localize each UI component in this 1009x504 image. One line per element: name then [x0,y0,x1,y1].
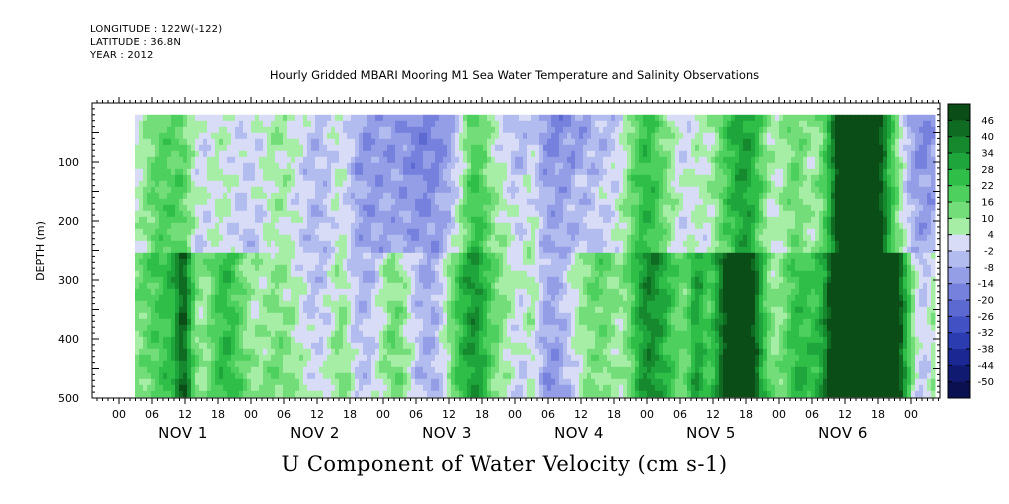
x-tick-label: 06 [277,408,291,421]
x-tick-label: 18 [211,408,225,421]
x-tick-labels: 00 06 12 18 00 06 12 18 00 06 12 18 00 06 12 18 00 06 12 18… [112,408,918,421]
colorbar-segment [948,218,970,235]
x-tick-label: 06 [409,408,423,421]
x-tick-label: 06 [673,408,687,421]
axis-ticks [92,97,940,404]
y-tick-label: 100 [58,156,79,169]
x-tick-label: 00 [904,408,918,421]
y-tick-label: 300 [58,274,79,287]
colorbar-segment [948,316,970,333]
day-label: NOV 1 [158,424,208,442]
x-tick-label: 00 [640,408,654,421]
x-tick-label: 18 [343,408,357,421]
x-tick-label: 06 [541,408,555,421]
x-tick-label: 06 [145,408,159,421]
colorbar-segment [948,153,970,170]
velocity-field [135,114,936,398]
longitude-label: LONGITUDE : 122W(-122) [90,24,223,35]
day-label: NOV 5 [686,424,736,442]
colorbar-label: -38 [978,345,994,356]
colorbar-label: 10 [981,214,994,225]
colorbar-label: -20 [978,296,994,307]
x-tick-label: 12 [442,408,456,421]
colorbar-segment [948,283,970,301]
y-tick-label: 200 [58,215,79,228]
y-tick-label: 500 [58,392,79,405]
colorbar-segment [948,234,970,252]
colorbar-label: -2 [984,247,994,258]
colorbar-label: -32 [978,328,994,339]
colorbar-segment [948,267,970,284]
day-label: NOV 2 [290,424,340,442]
colorbar-segment [948,136,970,154]
latitude-label: LATITUDE : 36.8N [90,37,182,48]
colorbar-label: 4 [988,230,994,241]
x-tick-label: 00 [244,408,258,421]
colorbar-segment [948,349,970,366]
colorbar-segment [948,365,970,382]
x-tick-label: 12 [310,408,324,421]
chart-title: Hourly Gridded MBARI Mooring M1 Sea Wate… [269,68,760,82]
y-tick-label: 400 [58,333,79,346]
colorbar-label: 40 [981,132,994,143]
colorbar-label: 34 [981,149,994,160]
x-tick-label: 18 [475,408,489,421]
colorbar-label: -50 [978,377,994,388]
day-labels: NOV 1 NOV 2 NOV 3 NOV 4 NOV 5 NOV 6 [158,424,868,442]
x-tick-label: 00 [508,408,522,421]
x-axis-title: U Component of Water Velocity (cm s-1) [281,452,728,476]
x-tick-label: 12 [838,408,852,421]
colorbar-label: 28 [981,165,994,176]
colorbar-label: 16 [981,198,994,209]
colorbar-segment [948,381,970,399]
colorbar-segment [948,251,970,268]
year-label: YEAR : 2012 [90,50,154,61]
x-tick-label: 00 [112,408,126,421]
colorbar-label: 22 [981,181,994,192]
colorbar-label: -8 [984,263,994,274]
colorbar-segment [948,169,970,186]
x-tick-label: 18 [607,408,621,421]
colorbar-label: -44 [978,361,994,372]
x-tick-label: 06 [805,408,819,421]
colorbar-label: -14 [978,279,994,290]
colorbar: 46 40 34 28 22 16 10 4 -2 -8 -14 -20 -26 -32 -38 -44 -50 [947,103,994,399]
y-axis-title: DEPTH (m) [34,221,47,281]
y-tick-labels: 100 200 300 400 500 [58,156,79,405]
colorbar-segment [948,332,970,350]
colorbar-segment [948,202,970,219]
colorbar-segment [948,120,970,137]
x-tick-label: 12 [574,408,588,421]
day-label: NOV 6 [818,424,868,442]
colorbar-label: -26 [978,312,994,323]
colorbar-segment [948,185,970,203]
colorbar-segment [948,104,970,121]
colorbar-segment [948,300,970,317]
x-tick-label: 12 [706,408,720,421]
x-tick-label: 18 [739,408,753,421]
x-tick-label: 12 [178,408,192,421]
x-tick-label: 00 [772,408,786,421]
colorbar-label: 46 [981,116,994,127]
x-tick-label: 18 [871,408,885,421]
x-tick-label: 00 [376,408,390,421]
day-label: NOV 3 [422,424,472,442]
day-label: NOV 4 [554,424,604,442]
